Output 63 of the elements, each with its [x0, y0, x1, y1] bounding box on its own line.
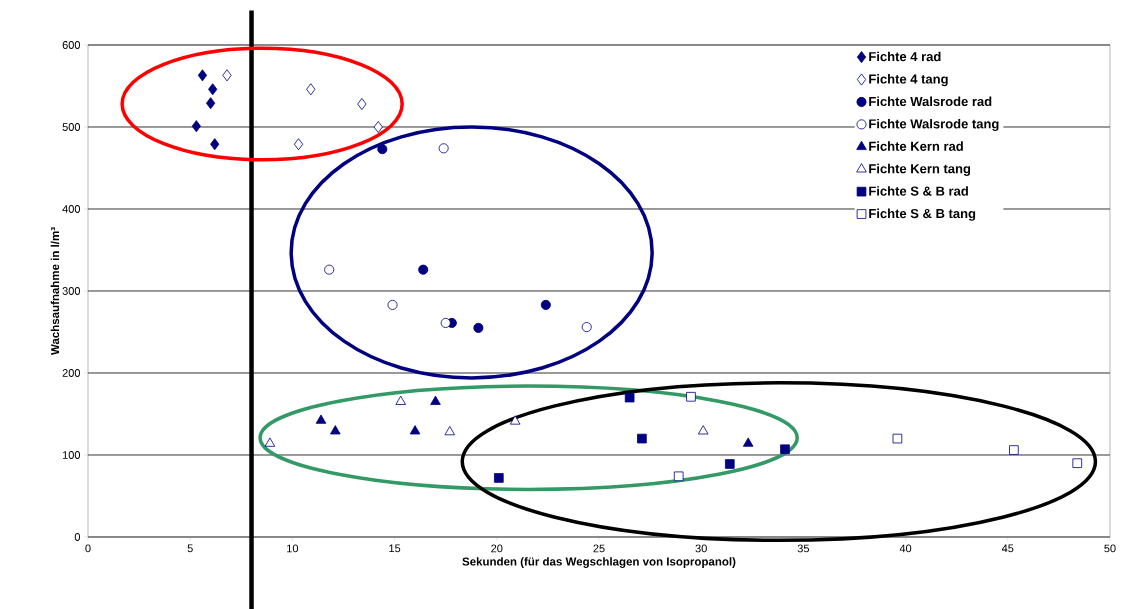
y-tick-label: 300	[62, 287, 81, 295]
y-axis-title: Wachsaufnahme in l/m³	[50, 227, 60, 355]
x-tick-label: 30	[695, 544, 707, 553]
x-tick-label: 10	[287, 544, 299, 553]
legend-label: Fichte 4 rad	[869, 51, 941, 62]
y-tick-label: 100	[62, 451, 81, 459]
point	[306, 83, 316, 96]
x-tick-label: 35	[797, 544, 810, 553]
x-tick-label: 40	[899, 544, 912, 553]
point	[191, 120, 201, 133]
point	[418, 264, 429, 275]
point	[409, 425, 421, 435]
y-tick-label: 0	[74, 533, 81, 541]
legend-label: Fichte S & B rad	[869, 186, 968, 196]
point	[686, 391, 696, 402]
y-tick-label: 600	[62, 41, 81, 49]
legend-label: Fichte Walsrode tang	[869, 118, 999, 132]
point	[1009, 445, 1019, 455]
point	[1072, 458, 1083, 468]
point	[377, 144, 388, 155]
point	[494, 473, 504, 483]
y-tick-label: 400	[62, 205, 81, 213]
x-tick-label: 25	[593, 544, 605, 553]
point	[624, 392, 635, 403]
legend-label: Fichte Kern rad	[869, 141, 963, 151]
y-tick-label: 500	[62, 123, 81, 131]
point	[697, 425, 709, 435]
point	[330, 425, 341, 435]
point	[637, 433, 647, 444]
point	[395, 395, 406, 405]
point	[373, 120, 383, 133]
x-tick-label: 15	[389, 544, 401, 553]
point	[892, 433, 903, 444]
x-tick-label: 0	[85, 544, 91, 553]
legend-label: Fichte Walsrode rad	[869, 96, 992, 107]
x-tick-label: 50	[1104, 544, 1116, 553]
point	[357, 98, 367, 111]
point	[440, 317, 451, 328]
point	[208, 83, 218, 96]
point	[264, 437, 276, 447]
point	[742, 437, 754, 447]
x-tick-label: 45	[1001, 544, 1014, 553]
point	[724, 459, 735, 469]
point	[473, 322, 484, 333]
x-axis-title: Sekunden (für das Wegschlagen von Isopropanol)	[462, 557, 736, 568]
legend-label: Fichte 4 tang	[869, 74, 948, 87]
x-tick-label: 5	[187, 544, 193, 553]
point	[315, 414, 327, 424]
point	[780, 444, 790, 455]
legend-label: Fichte S & B tang	[869, 208, 976, 221]
point	[293, 138, 304, 151]
point	[430, 395, 441, 405]
legend-label: Fichte Kern tang	[869, 163, 971, 176]
point	[509, 415, 521, 425]
point	[206, 97, 216, 110]
y-tick-label: 200	[62, 369, 81, 377]
point	[222, 69, 232, 82]
point	[444, 426, 456, 436]
x-tick-label: 20	[491, 544, 503, 553]
point	[673, 471, 684, 482]
point	[540, 299, 551, 310]
point	[210, 138, 220, 151]
point	[197, 69, 208, 82]
